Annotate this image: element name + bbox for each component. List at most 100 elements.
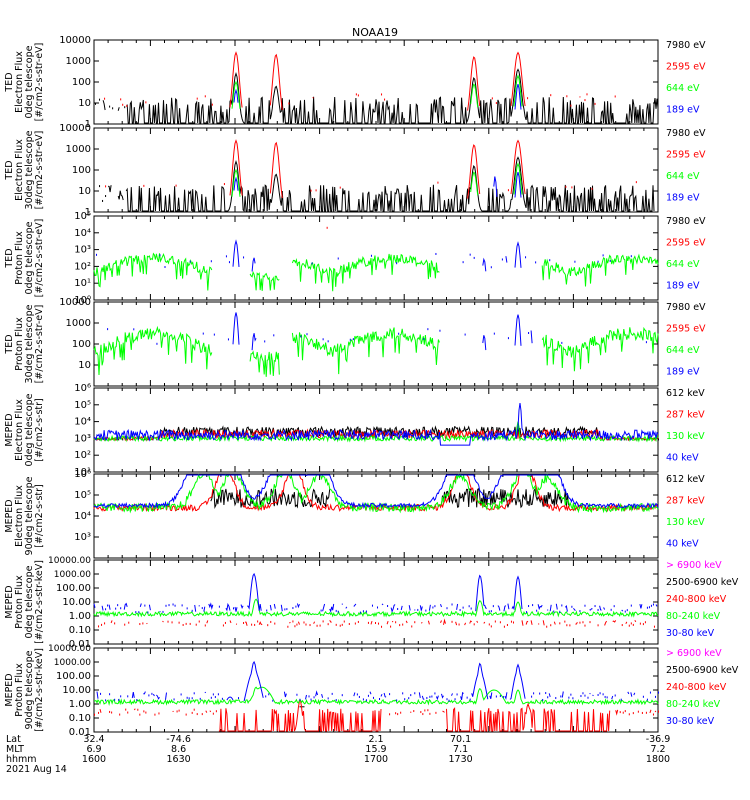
trace-point [214,696,216,699]
legend-entry: 40 keV [666,539,699,550]
trace-point [602,693,604,696]
trace-point [545,692,547,695]
trace-point [210,696,212,699]
trace-point [466,696,468,699]
trace-point [128,621,130,624]
trace-point [94,713,95,716]
trace-point [630,622,632,625]
trace-point [378,622,380,625]
bottom-axis-value: 32.4 [83,734,104,745]
trace-point [171,621,173,624]
trace-point [565,185,567,188]
y-tick-label: 10 [78,186,91,197]
series-line [514,314,522,346]
y-axis-label: MEPED [4,413,15,446]
trace-point [528,331,530,334]
legend-entry: 2500-6900 keV [666,665,739,676]
bottom-axis-value: 70.1 [450,734,471,745]
trace-point [102,199,104,202]
legend-entry: 130 keV [666,517,705,528]
series-line [621,609,624,612]
series-line [654,710,657,713]
trace-point [221,697,223,700]
trace-point [620,698,622,701]
series-line [475,574,487,612]
bottom-axis-value: -74.6 [166,734,191,745]
trace-point [101,623,103,626]
trace-point [365,699,367,702]
y-tick-label: 10000.00 [48,644,91,654]
series-line [139,603,142,607]
trace-point [331,692,333,695]
series-line [537,604,543,611]
trace-point [451,603,453,606]
trace-point [180,693,182,696]
trace-point [469,698,471,701]
trace-point [264,340,266,343]
series-line [291,327,440,375]
trace-point [389,713,391,716]
trace-point [423,338,425,341]
trace-point [182,623,184,626]
trace-point [649,691,651,694]
trace-point [355,93,357,96]
y-axis-label: MEPED [4,673,15,706]
series-line [243,660,264,702]
series-line [322,603,326,612]
trace-point [606,696,608,699]
legend-entry: 80-240 keV [666,699,721,710]
trace-point [652,713,654,716]
series-line [233,88,239,103]
trace-point [341,694,343,697]
trace-point [327,697,329,700]
trace-point [559,622,561,625]
series-line [296,603,300,609]
series-line [93,403,659,446]
series-line [148,604,151,611]
y-tick-label: 10⁵ [74,211,91,222]
series-line [599,605,602,611]
trace-point [315,189,317,192]
trace-point [628,624,630,627]
trace-point [172,603,174,606]
bottom-axis-value: -36.9 [646,734,671,745]
trace-point [322,620,324,623]
trace-point [495,695,497,698]
y-tick-label: 10² [74,261,91,272]
trace-point [645,711,647,714]
trace-point [499,695,501,698]
trace-point [490,625,492,628]
trace-point [305,623,307,626]
date-label: 2021 Aug 14 [6,764,67,775]
y-tick-label: 0.10 [69,625,91,636]
trace-point [99,185,101,188]
series-line [553,621,556,625]
series-line [229,139,243,196]
series-line [143,691,146,695]
trace-point [459,609,461,612]
trace-point [96,253,98,256]
trace-point [371,604,373,607]
series-line [655,604,658,607]
trace-point [404,698,406,701]
y-tick-label: 10 [78,98,91,109]
y-axis-label: MEPED [4,585,15,618]
y-tick-label: 10¹ [74,278,91,289]
trace-point [178,621,180,624]
trace-point [637,710,639,713]
series-line [611,695,614,700]
trace-point [167,620,169,623]
legend-entry: 287 keV [666,410,705,421]
trace-point [553,610,555,613]
trace-point [143,184,145,187]
y-axis-label: Proton Flux [14,231,25,285]
series-line [249,350,280,377]
y-axis-label: TED [4,334,15,354]
trace-point [211,103,213,106]
trace-point [174,604,176,607]
series-line [470,83,479,108]
trace-point [296,623,298,626]
y-axis-label: 0deg telescope [24,221,35,294]
series-line [234,606,238,612]
y-axis-label: [#/cm2-s-str-keV] [34,648,45,732]
